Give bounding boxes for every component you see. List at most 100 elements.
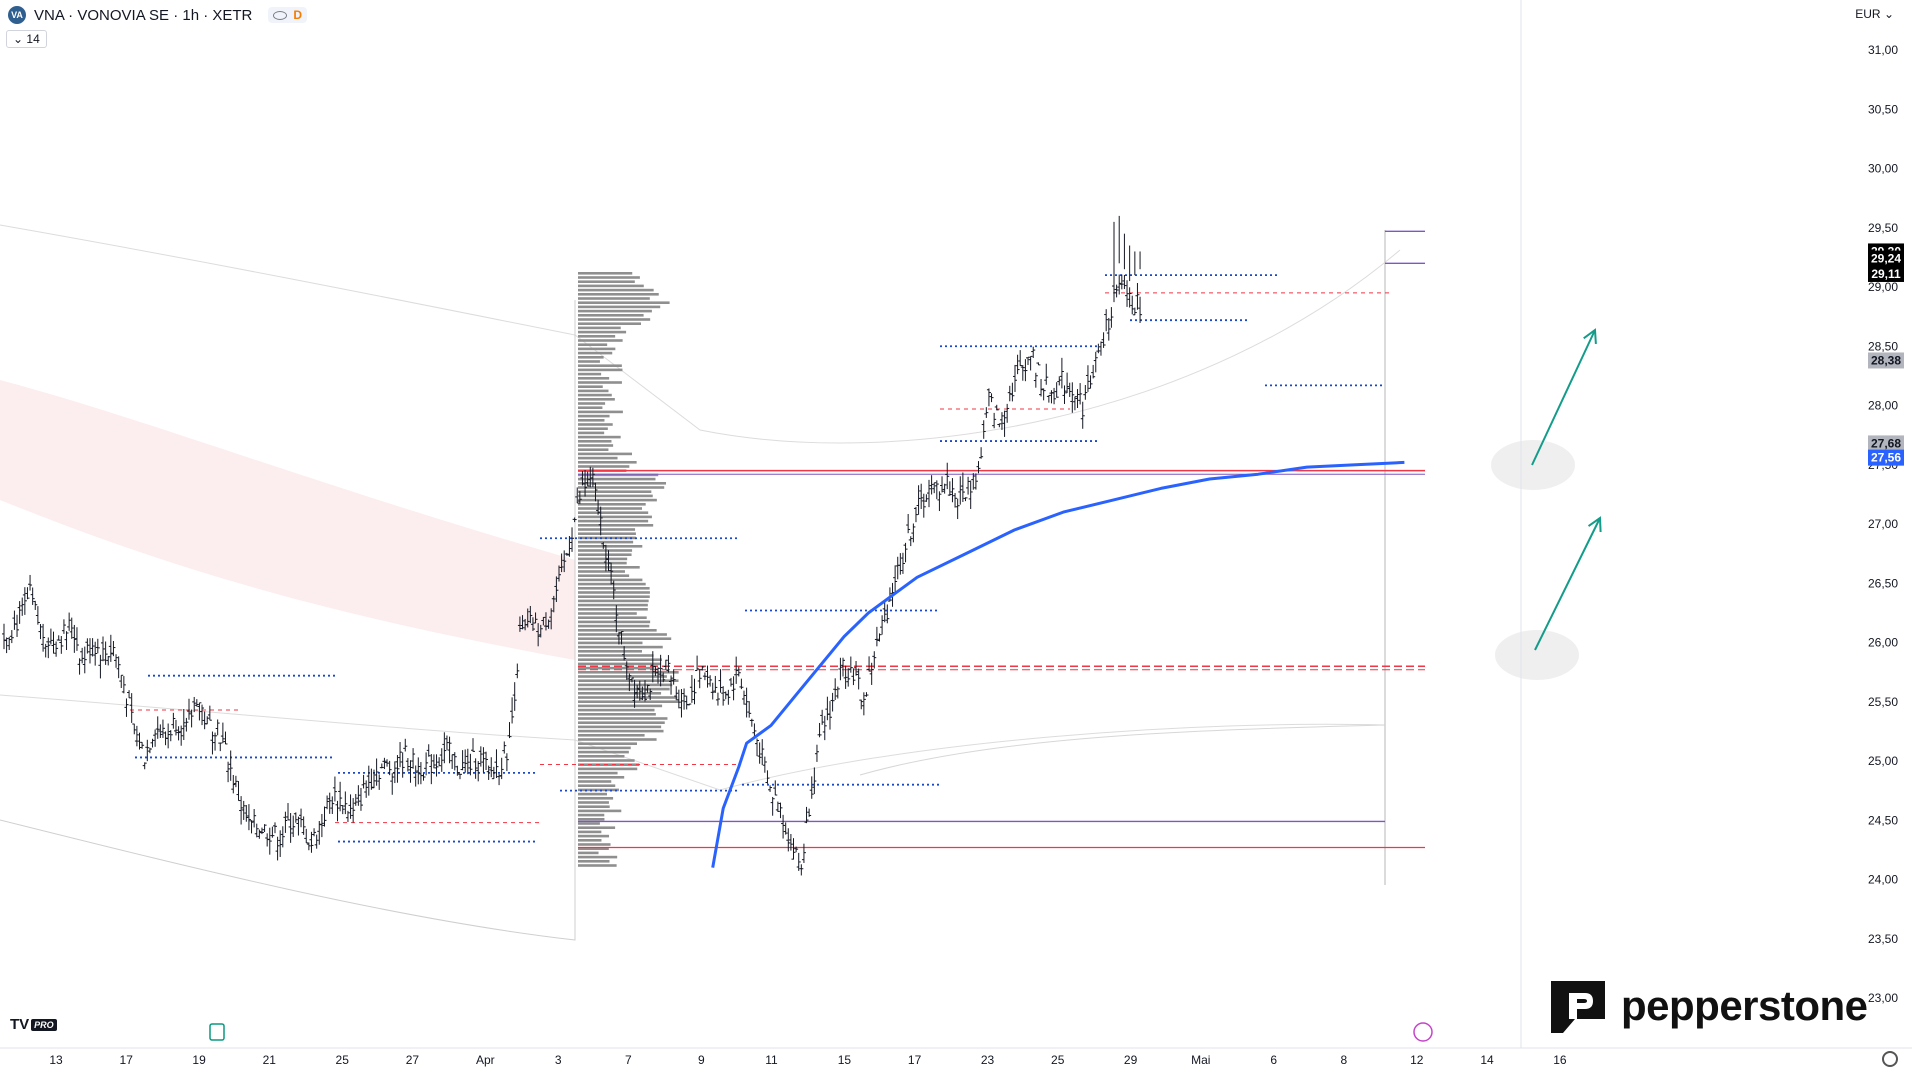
- volume-bar: [578, 377, 610, 380]
- volume-bar: [578, 717, 668, 720]
- time-tick-label: 8: [1341, 1053, 1348, 1067]
- price-label: 29,24: [1871, 252, 1901, 266]
- volume-bar: [578, 368, 623, 372]
- time-tick-label: 6: [1270, 1053, 1277, 1067]
- currency-selector[interactable]: EUR ⌄: [1855, 7, 1894, 21]
- volume-bar: [578, 419, 605, 422]
- symbol-logo[interactable]: VA: [8, 6, 26, 24]
- volume-bar: [578, 389, 609, 393]
- volume-bar: [578, 540, 634, 544]
- volume-bar: [578, 381, 622, 384]
- price-tick-label: 24,50: [1868, 813, 1898, 827]
- price-tick-label: 23,50: [1868, 932, 1898, 946]
- volume-bar: [578, 528, 636, 531]
- volume-bar: [578, 654, 654, 657]
- volume-bar: [578, 662, 661, 666]
- mid-band-line: [0, 694, 1386, 791]
- volume-bar: [578, 864, 617, 867]
- price-tick-label: 26,50: [1868, 576, 1898, 590]
- volume-bar: [578, 549, 633, 552]
- volume-bar: [578, 545, 643, 548]
- volume-bar: [578, 792, 607, 796]
- volume-bar: [578, 507, 642, 510]
- volume-bar: [578, 776, 625, 779]
- time-tick-label: Apr: [476, 1053, 495, 1067]
- volume-bar: [578, 301, 670, 304]
- volume-bar: [578, 288, 654, 292]
- pepperstone-text: pepperstone: [1621, 982, 1868, 1029]
- time-tick-label: 14: [1480, 1053, 1494, 1067]
- volume-bar: [578, 624, 650, 628]
- volume-bar: [578, 322, 642, 325]
- volume-bar: [578, 675, 667, 678]
- price-label-bg: [1868, 250, 1904, 267]
- volume-bar: [578, 343, 608, 346]
- volume-bar: [578, 511, 649, 514]
- volume-bar: [578, 616, 647, 619]
- tv-text: TV: [10, 1016, 30, 1033]
- price-axis[interactable]: 31,0030,5030,0029,5029,0028,5028,0027,50…: [1520, 0, 1904, 1048]
- status-badges[interactable]: D: [268, 7, 308, 23]
- volume-bar: [578, 801, 609, 804]
- price-label-bg: [1868, 265, 1904, 282]
- ema-line: [711, 460, 1405, 868]
- volume-bar: [578, 784, 616, 787]
- volume-bar: [578, 515, 652, 519]
- volume-bar: [578, 532, 636, 535]
- price-tick-label: 27,00: [1868, 517, 1898, 531]
- volume-bar: [578, 599, 649, 603]
- price-label: 27,68: [1871, 436, 1901, 450]
- gear-icon[interactable]: [1882, 1051, 1898, 1067]
- price-label-bg: [1868, 352, 1904, 369]
- volume-bar: [578, 822, 600, 825]
- price-label: 27,56: [1871, 451, 1901, 465]
- volume-bar: [578, 759, 635, 762]
- currency-label: EUR: [1855, 7, 1881, 21]
- volume-bar: [578, 578, 643, 582]
- indicator-value: 14: [26, 32, 40, 46]
- candles: [2, 215, 1143, 876]
- price-tick-label: 25,50: [1868, 695, 1898, 709]
- up-arrow-line: [1531, 329, 1596, 466]
- symbol-title[interactable]: VNA · VONOVIA SE · 1h · XETR: [34, 6, 253, 24]
- price-tick-label: 25,00: [1868, 754, 1898, 768]
- volume-bar: [578, 700, 680, 703]
- up-arrow-head: [1587, 516, 1602, 533]
- time-tick-label: 15: [838, 1053, 852, 1067]
- volume-bar: [578, 465, 630, 468]
- volume-bar: [578, 519, 649, 523]
- volume-bar: [578, 855, 618, 859]
- volume-bar: [578, 339, 623, 342]
- volume-bar: [578, 574, 630, 577]
- pro-badge: PRO: [31, 1018, 57, 1031]
- price-tick-label: 31,00: [1868, 43, 1898, 57]
- time-tick-label: Mai: [1191, 1053, 1210, 1067]
- price-label-bg: [1868, 435, 1904, 452]
- volume-profile: [578, 272, 680, 867]
- volume-bar: [578, 473, 659, 477]
- tradingview-logo[interactable]: TV PRO: [10, 1016, 57, 1033]
- time-axis[interactable]: 13 17 19 21 25 27 Apr 3 7 9 11 15 17 23 25 29 Mai 6 8 12 14 1…: [0, 1022, 1912, 1067]
- volume-bar: [578, 309, 652, 313]
- volume-bar: [578, 570, 625, 573]
- volume-bar: [578, 620, 651, 624]
- price-tick-label: 29,00: [1868, 280, 1898, 294]
- indicator-legend[interactable]: ⌄ 14: [6, 30, 47, 48]
- volume-bar: [578, 725, 662, 729]
- volume-bar: [578, 461, 637, 464]
- volume-bar: [578, 440, 612, 443]
- volume-bar: [578, 746, 631, 750]
- time-tick-label: 23: [981, 1053, 995, 1067]
- time-tick-label: 29: [1124, 1053, 1138, 1067]
- volume-bar: [578, 410, 623, 414]
- time-tick-label: 25: [336, 1053, 350, 1067]
- volume-bar: [578, 860, 610, 863]
- volume-bar: [578, 456, 618, 460]
- volume-bar: [578, 524, 654, 527]
- price-label: 28,38: [1871, 353, 1901, 367]
- volume-bar: [578, 372, 602, 376]
- volume-bar: [578, 637, 672, 640]
- volume-bar: [578, 314, 644, 317]
- volume-bar: [578, 276, 640, 279]
